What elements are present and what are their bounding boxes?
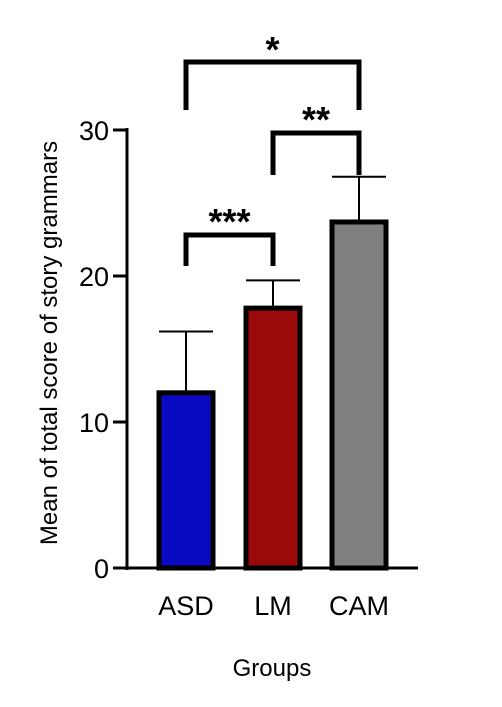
bar-asd xyxy=(156,390,216,571)
significance-label: *** xyxy=(208,201,250,242)
significance-label: * xyxy=(265,29,279,70)
y-tick-label: 30 xyxy=(79,116,109,146)
y-axis-title: Mean of total score of story grammars xyxy=(36,141,63,545)
significance-bracket xyxy=(183,232,276,266)
x-tick-label: LM xyxy=(254,591,292,621)
x-tick-label: ASD xyxy=(158,591,214,621)
bar-cam xyxy=(329,219,389,571)
y-tick-label: 10 xyxy=(79,408,109,438)
y-tick-label: 20 xyxy=(79,262,109,292)
x-tick-label: CAM xyxy=(329,591,389,621)
significance-bracket xyxy=(270,130,362,175)
y-tick-label: 0 xyxy=(94,554,109,584)
bar-lm xyxy=(243,305,303,571)
x-axis-title: Groups xyxy=(233,655,312,682)
significance-label: ** xyxy=(302,99,330,140)
significance-bracket xyxy=(183,59,362,110)
